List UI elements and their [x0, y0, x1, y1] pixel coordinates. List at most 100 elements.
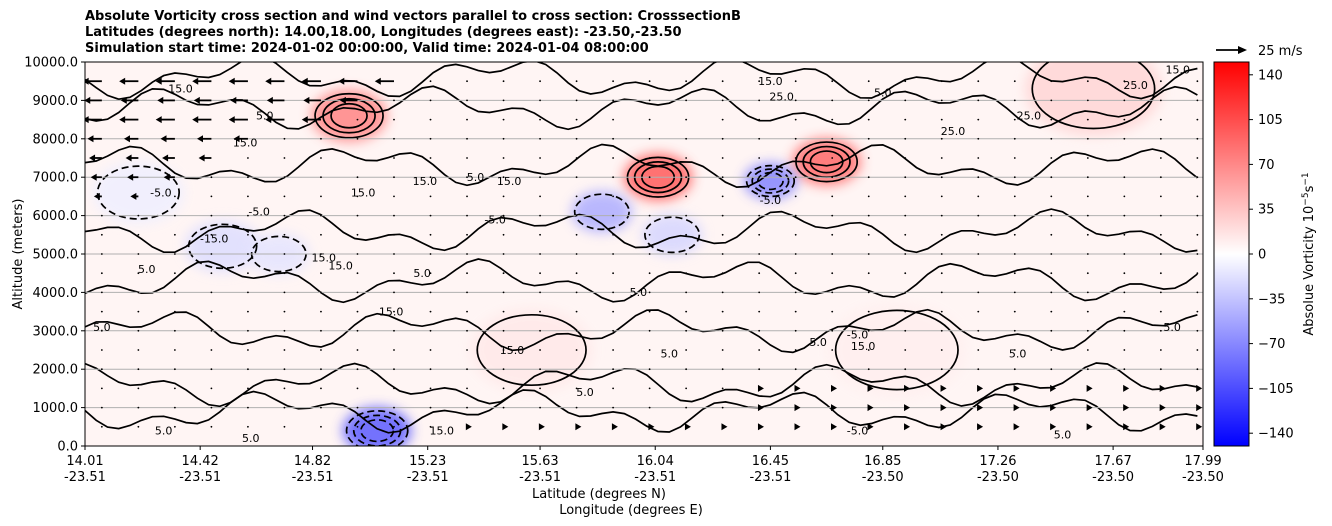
- wind-dot: [1086, 253, 1089, 255]
- wind-dot: [393, 176, 395, 179]
- colorbar: [1214, 62, 1249, 446]
- wind-dot: [867, 80, 870, 83]
- contour-label: 15.0: [351, 186, 376, 199]
- wind-dot: [648, 80, 651, 83]
- x-tick-label-lat: 17.26: [979, 454, 1016, 469]
- wind-arrowhead: [1123, 423, 1130, 431]
- x-tick-label-lon: -23.51: [749, 470, 791, 485]
- wind-arrowhead: [301, 77, 308, 85]
- contour-line: [834, 309, 959, 391]
- wind-dot: [685, 157, 688, 159]
- wind-dot: [940, 176, 943, 179]
- wind-dot: [648, 118, 651, 121]
- wind-dot: [247, 214, 249, 217]
- wind-dot: [466, 118, 468, 121]
- wind-dot: [940, 137, 943, 140]
- wind-dot: [1013, 272, 1016, 275]
- wind-dot: [1196, 272, 1199, 275]
- colorbar-label-mid: s: [1302, 185, 1317, 192]
- wind-dot: [867, 99, 870, 102]
- wind-arrowhead: [575, 423, 582, 431]
- wind-dot: [1050, 329, 1053, 332]
- contour-label: 15.0: [497, 175, 522, 188]
- x-tick-label-lat: 14.01: [66, 454, 103, 469]
- wind-dot: [1123, 233, 1126, 236]
- wind-dot: [100, 425, 103, 428]
- wind-dot: [320, 214, 322, 217]
- wind-dot: [977, 233, 980, 236]
- wind-dot: [1159, 157, 1162, 159]
- wind-arrowhead: [192, 77, 199, 85]
- wind-dot: [429, 349, 432, 351]
- wind-arrowhead: [757, 404, 764, 412]
- y-tick-label: 8000.0: [33, 132, 79, 147]
- wind-dot: [867, 310, 870, 313]
- wind-dot: [173, 272, 176, 275]
- wind-dot: [794, 310, 797, 313]
- wind-dot: [173, 425, 176, 428]
- wind-dot: [393, 195, 395, 198]
- wind-dot: [648, 99, 651, 102]
- wind-dot: [502, 253, 505, 255]
- wind-dot: [612, 329, 615, 332]
- wind-dot: [173, 368, 176, 371]
- wind-dot: [356, 272, 359, 275]
- wind-dot: [685, 137, 688, 140]
- wind-dot: [940, 99, 943, 102]
- wind-dot: [247, 349, 249, 351]
- wind-dot: [794, 291, 797, 294]
- wind-dot: [977, 195, 980, 198]
- wind-dot: [1050, 233, 1053, 236]
- wind-dot: [100, 368, 103, 371]
- x-tick-label-lon: -23.51: [64, 470, 106, 485]
- wind-dot: [685, 99, 688, 102]
- wind-dot: [867, 118, 870, 121]
- wind-dot: [1196, 233, 1199, 236]
- wind-dot: [247, 310, 249, 313]
- x-tick-label-lat: 17.99: [1184, 454, 1221, 469]
- wind-dot: [575, 214, 578, 217]
- wind-dot: [940, 368, 943, 371]
- wind-dot: [393, 272, 395, 275]
- y-tick-label: 3000.0: [33, 324, 79, 339]
- wind-dot: [502, 310, 505, 313]
- wind-dot: [100, 329, 103, 332]
- wind-dot: [1123, 118, 1126, 121]
- wind-dot: [685, 233, 688, 236]
- wind-dot: [831, 118, 834, 121]
- wind-dot: [393, 406, 395, 409]
- contour-line: [360, 418, 395, 443]
- contour-label: 25.0: [1123, 79, 1148, 92]
- wind-dot: [1159, 214, 1162, 217]
- wind-dot: [575, 157, 578, 159]
- contour-label: 15.0: [500, 344, 525, 357]
- wind-dot: [1050, 291, 1053, 294]
- wind-dot: [867, 291, 870, 294]
- contour-label: -5.0: [760, 194, 781, 207]
- wind-dot: [685, 349, 688, 351]
- wind-arrowhead: [266, 96, 273, 104]
- wind-dot: [758, 329, 761, 332]
- wind-dot: [612, 387, 615, 390]
- wind-arrowhead: [831, 404, 838, 412]
- wind-dot: [137, 368, 140, 371]
- wind-dot: [721, 99, 724, 102]
- wind-dot: [977, 80, 980, 83]
- wind-dot: [1123, 80, 1126, 83]
- wind-dot: [977, 310, 980, 313]
- wind-dot: [539, 80, 541, 83]
- wind-dot: [466, 176, 468, 179]
- wind-arrowhead: [89, 154, 96, 162]
- wind-dot: [356, 137, 359, 140]
- wind-dot: [904, 195, 907, 198]
- wind-dot: [247, 195, 249, 198]
- wind-arrowhead: [904, 404, 911, 412]
- chart-title-line-1: Absolute Vorticity cross section and win…: [85, 9, 741, 24]
- wind-dot: [685, 329, 688, 332]
- wind-dot: [393, 368, 395, 371]
- wind-dot: [648, 253, 651, 255]
- wind-dot: [466, 349, 468, 351]
- vorticity-blob: [828, 303, 966, 397]
- wind-dot: [831, 272, 834, 275]
- wind-dot: [575, 387, 578, 390]
